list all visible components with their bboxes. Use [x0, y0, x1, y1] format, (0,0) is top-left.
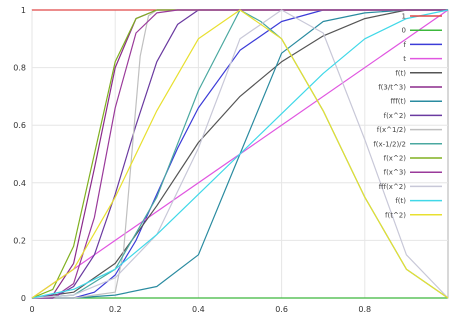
series-line-14	[31, 9, 449, 299]
legend-label: fff(x^2)	[379, 183, 406, 191]
y-tick-label: 1	[21, 6, 26, 15]
legend-label: t	[403, 55, 406, 63]
legend-label: f(x^2)	[384, 155, 407, 163]
legend-label: f(x-1/2)/2	[373, 140, 406, 148]
x-tick-label: 0.4	[192, 305, 205, 314]
series-line-10	[31, 9, 448, 299]
series-layer	[31, 9, 449, 299]
y-tick-label: 0.4	[13, 179, 26, 188]
y-tick-label: 0.2	[13, 236, 26, 245]
legend: 1 0 ft f(t) f(3/t^3) fff(t) f(x^2) f(x^1/2) f(x-…	[373, 13, 442, 219]
x-tick-label: 0.6	[275, 305, 288, 314]
y-axis: 0 0.2 0.4 0.6 0.8 1	[13, 6, 26, 303]
series-line-11	[32, 9, 448, 299]
series-line-12	[31, 9, 449, 299]
series-line-4	[31, 9, 448, 299]
legend-label: f(x^1/2)	[377, 126, 406, 134]
legend-label: f(3/t^3)	[378, 84, 406, 92]
legend-label: f(t)	[395, 69, 406, 77]
legend-label: f(x^3)	[384, 169, 407, 177]
y-tick-label: 0	[21, 294, 26, 303]
series-line-7	[32, 9, 448, 299]
legend-label: 0	[402, 27, 406, 35]
x-tick-label: 0.2	[109, 305, 122, 314]
legend-label: f(x^2)	[384, 112, 407, 120]
legend-label: f	[404, 41, 407, 49]
x-tick-label: 0.8	[358, 305, 371, 314]
legend-label: 1	[402, 13, 406, 21]
x-axis: 0 0.2 0.4 0.6 0.8	[29, 305, 371, 314]
series-line-13	[31, 9, 449, 299]
legend-label: f(t^2)	[385, 211, 406, 219]
y-tick-label: 0.6	[13, 121, 26, 130]
legend-label: fff(t)	[391, 98, 407, 106]
x-tick-label: 0	[29, 305, 34, 314]
legend-label: f(t)	[395, 197, 406, 205]
series-line-8	[32, 9, 448, 299]
y-tick-label: 0.8	[13, 64, 26, 73]
